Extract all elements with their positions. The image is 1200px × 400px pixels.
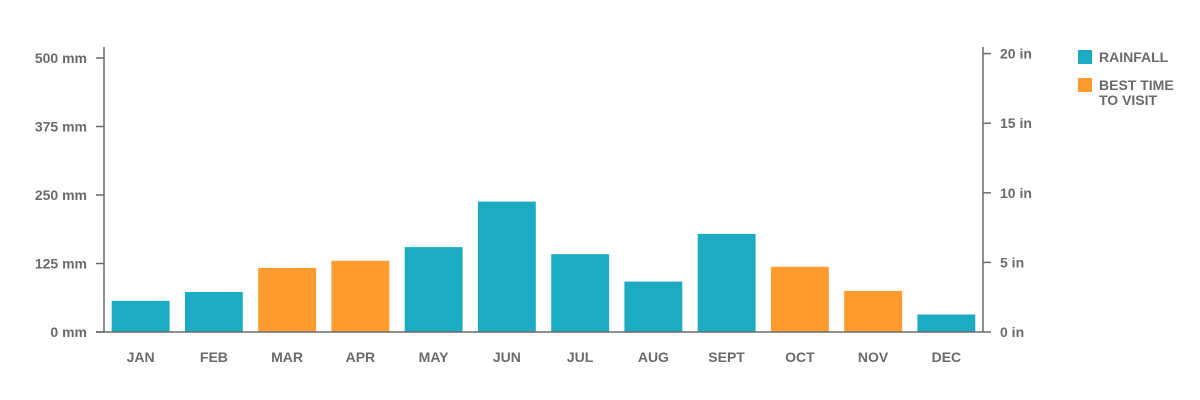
x-tick-label-feb: FEB: [200, 349, 228, 365]
legend-label-1: TO VISIT: [1099, 92, 1158, 108]
left-tick-label: 0 mm: [50, 324, 87, 340]
bar-mar: [258, 267, 317, 332]
right-tick-label: 10 in: [1000, 185, 1032, 201]
bar-jul: [551, 254, 610, 332]
x-tick-label-jul: JUL: [567, 349, 594, 365]
x-tick-label-mar: MAR: [271, 349, 303, 365]
legend-label-0: RAINFALL: [1099, 49, 1169, 65]
bar-sept: [697, 233, 756, 332]
left-tick-label: 125 mm: [35, 256, 87, 272]
x-tick-label-dec: DEC: [932, 349, 962, 365]
x-tick-label-jan: JAN: [127, 349, 155, 365]
bar-jan: [111, 300, 170, 332]
x-tick-label-aug: AUG: [638, 349, 669, 365]
right-tick-label: 5 in: [1000, 254, 1024, 270]
right-tick-label: 15 in: [1000, 115, 1032, 131]
x-tick-label-may: MAY: [419, 349, 449, 365]
bar-jun: [477, 201, 536, 332]
bars-group: [111, 201, 976, 332]
x-tick-label-oct: OCT: [785, 349, 815, 365]
x-tick-label-nov: NOV: [858, 349, 889, 365]
legend-swatch-0: [1078, 50, 1092, 64]
bar-nov: [844, 290, 903, 332]
bar-may: [404, 247, 463, 332]
bar-aug: [624, 281, 683, 332]
bar-oct: [770, 266, 829, 332]
bar-apr: [331, 260, 390, 332]
right-tick-label: 0 in: [1000, 324, 1024, 340]
left-tick-label: 250 mm: [35, 187, 87, 203]
left-tick-label: 500 mm: [35, 50, 87, 66]
x-tick-label-sept: SEPT: [708, 349, 745, 365]
x-tick-label-apr: APR: [346, 349, 376, 365]
bar-feb: [184, 292, 243, 332]
x-tick-label-jun: JUN: [493, 349, 521, 365]
x-tick-labels: JAN FEB MAR APR MAY JUN JUL AUG SEPT OCT NOV DEC: [127, 349, 962, 365]
right-tick-label: 20 in: [1000, 46, 1032, 62]
bar-dec: [917, 314, 976, 332]
legend-label-1: BEST TIME: [1099, 77, 1174, 93]
left-tick-label: 375 mm: [35, 119, 87, 135]
legend-swatch-1: [1078, 78, 1092, 92]
axes-group: 0 mm 125 mm 250 mm 375 mm 500 mm 0 in 5 in 10 i…: [35, 46, 1032, 340]
